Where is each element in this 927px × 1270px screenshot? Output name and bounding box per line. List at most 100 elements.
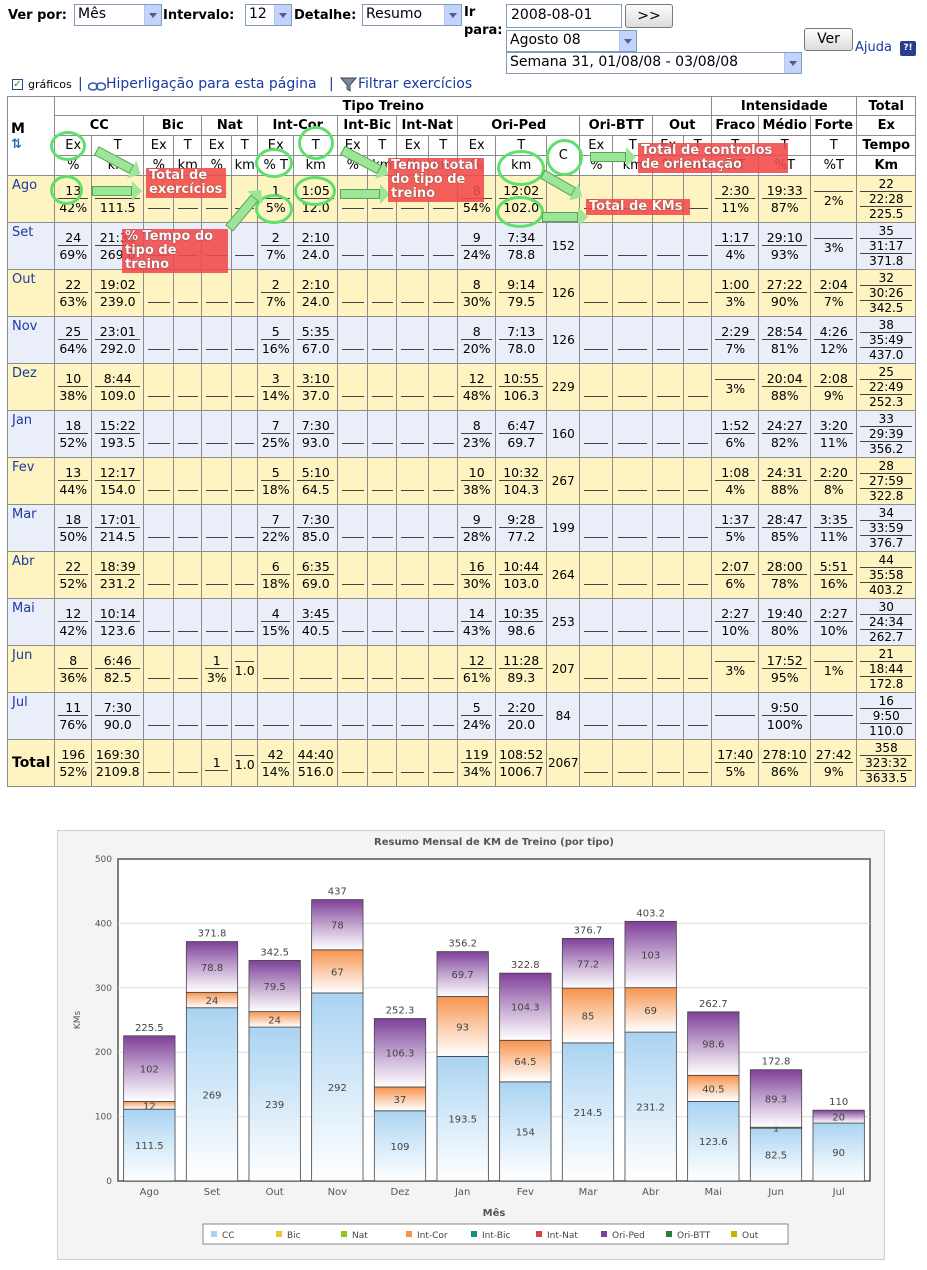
ex-count: 12 [461,653,493,669]
table-cell [367,457,398,505]
ir-para-label: Ir para: [464,5,503,38]
ex-count: 8 [58,653,89,669]
month-link[interactable]: Mai [6,598,56,646]
table-cell [143,504,175,552]
filtrar-link[interactable]: Filtrar exercícios [358,76,473,92]
month-link[interactable]: Set [6,222,56,270]
week-select[interactable]: Semana 31, 01/08/08 - 03/08/08 [506,52,802,74]
legend-swatch [471,1231,477,1237]
time-value: 6:46 [95,653,141,669]
detalhe-select[interactable]: Resumo [362,4,462,26]
int-time: 17:40 [715,747,756,763]
month-link[interactable]: Ago [6,175,56,223]
int-time [814,237,854,239]
total-header: Total [856,96,917,116]
int-pct: 85% [770,529,799,544]
time-value: 3:10 [297,371,335,387]
ex-count: 1 [205,653,229,669]
ex-count: 2 [261,277,291,293]
table-cell [367,222,398,270]
graficos-checkbox[interactable]: ✓ [12,79,23,90]
month-select[interactable]: Agosto 08 [506,30,637,52]
bar-value-label: 103 [641,951,660,962]
table-cell: 19:33 87% [758,175,812,223]
table-cell: 32 30:26 342.5 [856,269,917,317]
table-cell: 1:52 6% [711,410,760,458]
hiperligacao-link[interactable]: Hiperligação para esta página [106,76,317,92]
table-cell [683,316,713,364]
tot-time: 22:28 [860,192,913,207]
month-link[interactable]: Dez [6,363,56,411]
ver-por-select[interactable]: Mês [74,4,162,26]
time-value: 10:14 [95,606,141,622]
int-time: 2:27 [715,606,756,622]
ajuda-link[interactable]: Ajuda [855,40,892,55]
table-cell: 1:37 5% [711,504,760,552]
table-cell: 1 [201,739,233,787]
ex-subheader: Ex [396,135,430,156]
bar-value-label: 193.5 [448,1115,477,1126]
ex-count: 18 [58,512,89,528]
intervalo-select[interactable]: 12 [245,4,292,26]
month-link[interactable]: Jun [6,645,56,693]
y-tick-label: 0 [106,1177,112,1187]
time-value: 44:40 [297,747,335,763]
table-cell [652,551,685,599]
month-link[interactable]: Nov [6,316,56,364]
bar-value-label: 79.5 [264,982,286,993]
km-value: 231.2 [99,576,136,591]
month-link[interactable]: Fev [6,457,56,505]
table-cell [612,269,654,317]
pct-value: 30% [462,576,491,591]
int-pct: 8% [823,482,844,497]
table-cell: 42 14% [257,739,295,787]
table-cell [683,645,713,693]
bar-value-label: 20 [832,1113,845,1124]
month-link[interactable]: Jul [6,692,56,740]
sort-arrows-icon[interactable]: ⇅ [11,136,22,152]
month-link[interactable]: Out [6,269,56,317]
int-time: 1:00 [715,277,756,293]
int-pct: 86% [770,764,799,779]
table-cell [652,363,685,411]
table-cell: 3:10 37.0 [293,363,339,411]
help-icon[interactable]: ?! [900,41,916,56]
ex-count: 9 [461,230,493,246]
km-value: 85.0 [301,529,330,544]
km-value: 123.6 [99,623,136,638]
month-link[interactable]: Mar [6,504,56,552]
next-button[interactable]: >> [625,4,673,28]
table-cell: 17:52 95% [758,645,812,693]
month-link[interactable]: Jan [6,410,56,458]
tot-time: 27:59 [860,474,913,489]
controls-count: 126 [546,269,581,317]
annotation-total-controlos: Total de controlos de orientação [638,143,788,173]
bar-total-label: 403.2 [636,908,665,919]
month-link[interactable]: Abr [6,551,56,599]
table-cell [396,410,430,458]
bar-value-label: 64.5 [514,1057,536,1068]
bar-value-label: 269 [202,1090,221,1101]
bar-value-label: 154 [516,1127,535,1138]
int-time: 2:27 [814,606,854,622]
training-table: M ⇅ Tipo Treino Intensidade Total CC Bic Nat Int… [6,96,917,787]
ex-subheader: Ex [457,135,497,156]
legend-item: Ori-BTT [677,1231,711,1241]
table-cell: 5:51 16% [810,551,858,599]
bar-total-label: 262.7 [699,999,728,1010]
table-cell [428,598,459,646]
ex-count: 16 [461,559,493,575]
km-value: 64.5 [301,482,330,497]
month-link[interactable]: Total [6,739,56,787]
int-pct: 81% [770,341,799,356]
x-tick-label: Mar [579,1187,599,1198]
table-cell: 5:10 64.5 [293,457,339,505]
km-value: 292.0 [99,341,136,356]
km-value: 89.3 [507,670,536,685]
ver-button[interactable]: Ver [804,28,853,51]
table-cell [612,410,654,458]
date-input[interactable]: 2008-08-01 [506,4,622,28]
table-cell: 10:55 106.3 [495,363,548,411]
ex-count: 5 [461,700,493,716]
table-cell [367,504,398,552]
